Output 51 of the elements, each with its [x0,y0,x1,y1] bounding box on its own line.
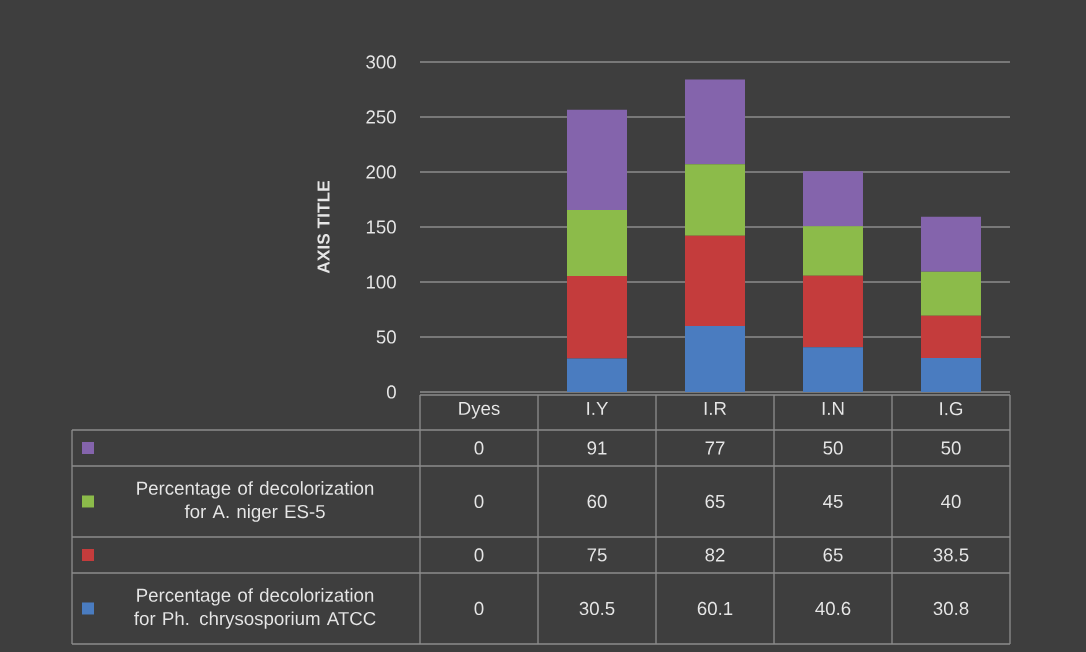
data-label: 60 [587,494,607,509]
bar [803,226,863,276]
x-tick-label: I.G [940,402,963,416]
bar [567,109,627,210]
data-label: 0 [474,494,484,509]
data-label: 82 [705,548,725,562]
data-label: 60.1 [697,601,733,616]
data-label: 91 [587,441,607,455]
bar [685,164,745,236]
data-label: 50 [941,441,961,455]
y-axis-title: AXIS TITLE [317,180,330,274]
legend-label: Percentage of decolorization for A. niger ES-5 [137,481,374,522]
x-tick-label: I.Y [587,402,609,415]
bar [567,209,627,276]
bar [803,347,863,392]
data-label: 77 [705,441,725,455]
bar [921,358,981,392]
bar [685,325,745,392]
y-tick-label: 150 [366,220,396,234]
x-tick-label: I.N [822,402,844,415]
bar [803,275,863,348]
data-label: 38.5 [933,548,969,562]
x-tick-label: Dyes [459,402,500,419]
bar [921,271,981,316]
bar [685,235,745,326]
data-label: 65 [823,548,843,562]
data-label: 50 [823,441,843,455]
legend-label: Percentage of decolorization for Ph. chrysosporium ATCC [134,588,376,629]
data-label: 0 [474,548,484,562]
y-tick-label: 50 [376,330,396,344]
bar [567,275,627,359]
data-label: 75 [587,548,607,562]
data-label: 45 [823,494,843,508]
data-label: 65 [705,494,725,509]
y-tick-label: 300 [366,55,396,69]
x-tick-label: I.R [704,402,727,415]
data-label: 0 [474,601,484,616]
bar [685,79,745,165]
y-tick-label: 250 [366,110,396,124]
y-tick-label: 100 [366,275,396,289]
data-label: 0 [474,441,484,455]
bar [921,216,981,272]
data-label: 40.6 [815,601,851,616]
data-label: 40 [941,494,961,509]
bar [921,315,981,359]
data-label: 30.8 [933,601,969,616]
y-tick-label: 0 [386,385,396,399]
data-label: 30.5 [579,601,615,616]
bar [803,171,863,227]
bar [567,358,627,392]
y-tick-label: 200 [366,165,396,179]
